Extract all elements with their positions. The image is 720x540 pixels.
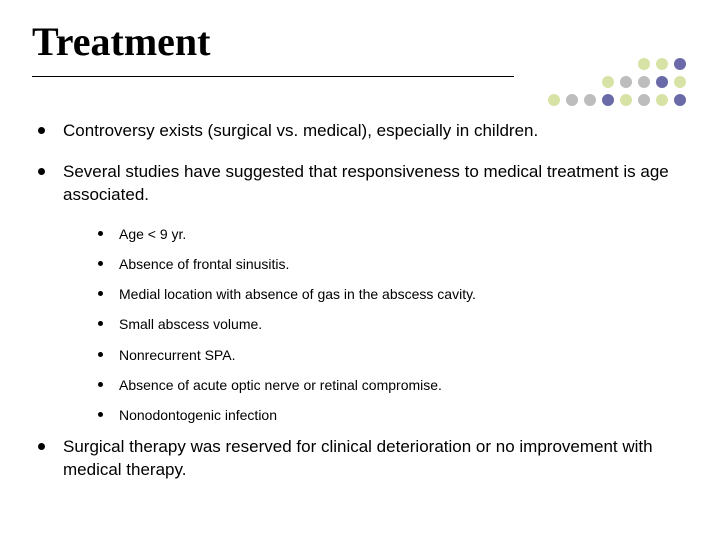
bullet-dot-icon — [98, 261, 103, 266]
bullet-text: Several studies have suggested that resp… — [63, 161, 694, 207]
bullet-text: Surgical therapy was reserved for clinic… — [63, 436, 694, 482]
bullet-lvl1: Controversy exists (surgical vs. medical… — [38, 120, 694, 143]
bullet-lvl1: Surgical therapy was reserved for clinic… — [38, 436, 694, 482]
deco-dot — [602, 94, 614, 106]
bullet-dot-icon — [98, 352, 103, 357]
deco-dot — [656, 76, 668, 88]
sub-bullet-text: Nonrecurrent SPA. — [119, 346, 235, 364]
decorative-dot-cluster — [548, 58, 688, 108]
sub-bullet-list: Age < 9 yr. Absence of frontal sinusitis… — [38, 225, 694, 424]
deco-dot — [638, 94, 650, 106]
deco-dot — [602, 76, 614, 88]
sub-bullet-text: Absence of frontal sinusitis. — [119, 255, 289, 273]
bullet-lvl2: Absence of frontal sinusitis. — [98, 255, 694, 273]
deco-dot — [638, 76, 650, 88]
bullet-lvl2: Absence of acute optic nerve or retinal … — [98, 376, 694, 394]
deco-dot — [566, 94, 578, 106]
bullet-dot-icon — [98, 321, 103, 326]
deco-dot — [620, 76, 632, 88]
deco-dot — [674, 58, 686, 70]
bullet-dot-icon — [98, 412, 103, 417]
bullet-lvl2: Medial location with absence of gas in t… — [98, 285, 694, 303]
deco-dot — [674, 76, 686, 88]
deco-dot — [548, 94, 560, 106]
deco-dot — [584, 94, 596, 106]
bullet-dot-icon — [98, 382, 103, 387]
sub-bullet-text: Nonodontogenic infection — [119, 406, 277, 424]
bullet-lvl2: Nonrecurrent SPA. — [98, 346, 694, 364]
slide: Treatment Controversy exists (surgical v… — [0, 0, 720, 540]
deco-dot — [638, 58, 650, 70]
bullet-lvl2: Age < 9 yr. — [98, 225, 694, 243]
slide-title: Treatment — [32, 18, 210, 65]
sub-bullet-text: Absence of acute optic nerve or retinal … — [119, 376, 442, 394]
bullet-dot-icon — [38, 443, 45, 450]
bullet-lvl1: Several studies have suggested that resp… — [38, 161, 694, 207]
title-underline — [32, 76, 514, 77]
deco-dot — [656, 94, 668, 106]
sub-bullet-text: Small abscess volume. — [119, 315, 262, 333]
bullet-lvl2: Small abscess volume. — [98, 315, 694, 333]
bullet-dot-icon — [38, 127, 45, 134]
bullet-text: Controversy exists (surgical vs. medical… — [63, 120, 538, 143]
bullet-dot-icon — [38, 168, 45, 175]
deco-dot — [674, 94, 686, 106]
deco-dot — [620, 94, 632, 106]
bullet-dot-icon — [98, 291, 103, 296]
bullet-dot-icon — [98, 231, 103, 236]
deco-dot — [656, 58, 668, 70]
bullet-lvl2: Nonodontogenic infection — [98, 406, 694, 424]
sub-bullet-text: Medial location with absence of gas in t… — [119, 285, 476, 303]
sub-bullet-text: Age < 9 yr. — [119, 225, 186, 243]
slide-body: Controversy exists (surgical vs. medical… — [38, 120, 694, 500]
